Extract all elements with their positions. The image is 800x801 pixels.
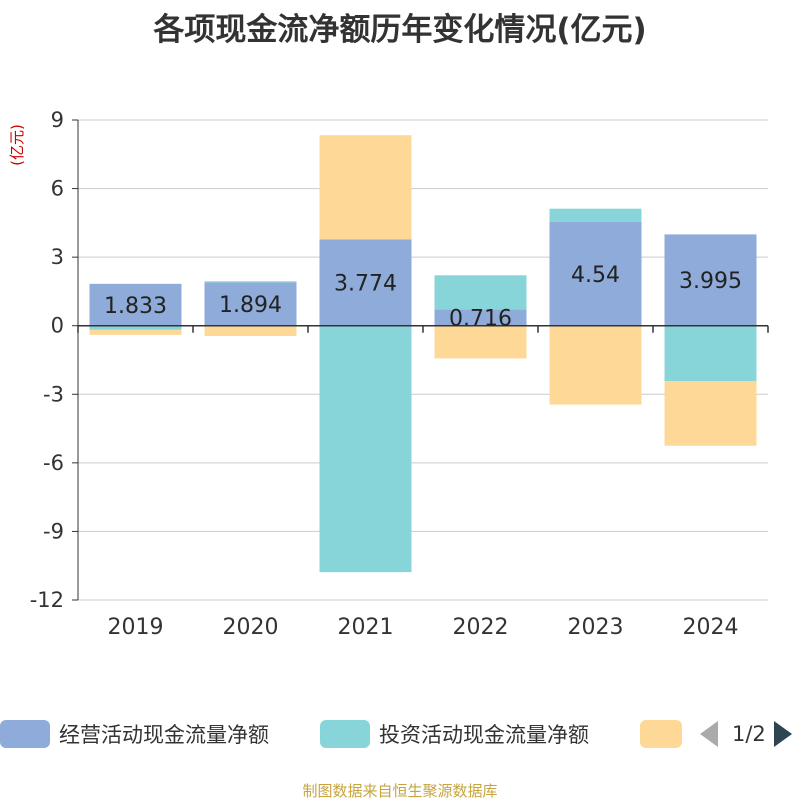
legend: 经营活动现金流量净额 投资活动现金流量净额 1/2 xyxy=(0,716,800,756)
x-tick-label-2020: 2020 xyxy=(223,615,279,640)
legend-pager: 1/2 xyxy=(700,716,792,752)
bar-series2-2019 xyxy=(89,329,182,335)
source-note: 制图数据来自恒生聚源数据库 xyxy=(302,782,498,800)
bar-series1-2020 xyxy=(204,281,297,283)
bar-series2-2024 xyxy=(664,381,757,446)
data-label-2020: 1.894 xyxy=(219,293,282,318)
legend-item-financing[interactable] xyxy=(640,716,682,752)
bar-series2-2020 xyxy=(204,325,297,336)
y-tick-label: 9 xyxy=(51,108,64,132)
bar-series1-2023 xyxy=(549,208,642,222)
legend-label-operating: 经营活动现金流量净额 xyxy=(59,723,269,747)
bar-series1-2021 xyxy=(319,325,412,573)
legend-swatch-operating xyxy=(0,720,50,748)
y-tick-label: 3 xyxy=(51,245,64,269)
x-tick-label-2022: 2022 xyxy=(453,615,509,640)
y-tick-label: -3 xyxy=(43,382,64,406)
x-tick-label-2023: 2023 xyxy=(568,615,624,640)
data-label-2023: 4.54 xyxy=(571,263,620,288)
y-tick-label: 6 xyxy=(51,177,64,201)
y-tick-label: 0 xyxy=(51,314,64,338)
data-label-2022: 0.716 xyxy=(449,307,512,332)
bar-series1-2019 xyxy=(89,325,182,330)
bar-series1-2024 xyxy=(664,325,757,382)
bar-series0-2022 xyxy=(434,309,527,326)
chart-title: 各项现金流净额历年变化情况(亿元) xyxy=(153,12,647,48)
legend-next-page-icon[interactable] xyxy=(773,721,792,747)
data-label-2019: 1.833 xyxy=(104,294,167,319)
legend-label-investing: 投资活动现金流量净额 xyxy=(379,723,589,747)
bar-series0-2021 xyxy=(319,239,412,326)
data-label-2021: 3.774 xyxy=(334,272,397,297)
bar-series0-2019 xyxy=(89,283,182,326)
legend-swatch-investing xyxy=(320,720,370,748)
legend-swatch-financing xyxy=(640,720,682,748)
legend-page-indicator: 1/2 xyxy=(732,722,766,746)
legend-prev-page-icon[interactable] xyxy=(700,721,718,747)
x-tick-label-2019: 2019 xyxy=(108,615,164,640)
bar-series2-2022 xyxy=(434,325,527,359)
y-tick-label: -9 xyxy=(43,519,64,543)
legend-item-investing[interactable]: 投资活动现金流量净额 xyxy=(320,716,589,752)
bar-series2-2023 xyxy=(549,325,642,405)
x-tick-label-2021: 2021 xyxy=(338,615,394,640)
y-tick-label: -6 xyxy=(43,451,64,475)
y-tick-label: -12 xyxy=(30,588,64,612)
bar-series0-2024 xyxy=(664,234,757,326)
data-label-2024: 3.995 xyxy=(679,269,742,294)
bar-series2-2021 xyxy=(319,135,412,240)
x-tick-label-2024: 2024 xyxy=(683,615,739,640)
bar-series0-2020 xyxy=(204,282,297,326)
y-axis-label: (亿元) xyxy=(8,124,26,166)
legend-item-operating[interactable]: 经营活动现金流量净额 xyxy=(0,716,269,752)
bar-series1-2022 xyxy=(434,275,527,310)
bar-series0-2023 xyxy=(549,221,642,326)
